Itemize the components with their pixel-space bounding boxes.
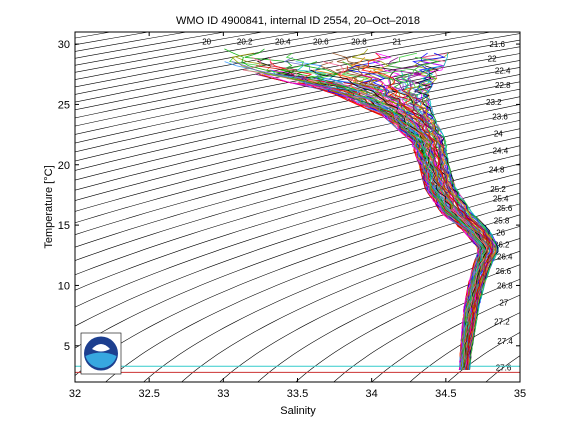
contour-label: 25.8 — [494, 216, 510, 225]
y-tick-label: 20 — [58, 160, 70, 172]
contour-label: 24.4 — [493, 146, 509, 155]
x-tick-label: 33 — [217, 388, 229, 400]
contour-label: 21 — [392, 38, 401, 47]
contour-label: 26 — [496, 228, 505, 237]
contour-label: 25.4 — [493, 195, 509, 204]
y-axis-label: Temperature [°C] — [43, 165, 55, 248]
contour-label: 22.4 — [495, 67, 511, 76]
contour-label: 25.6 — [497, 204, 513, 213]
contour-label: 26.4 — [497, 253, 513, 262]
contour-label: 24 — [494, 129, 503, 138]
y-tick-label: 30 — [58, 39, 70, 51]
contour-label: 26.8 — [497, 281, 513, 290]
contour-label: 27.6 — [496, 364, 512, 373]
chart-title: WMO ID 4900841, internal ID 2554, 20–Oct… — [176, 15, 420, 27]
x-tick-label: 35 — [514, 388, 526, 400]
y-tick-label: 25 — [58, 99, 70, 111]
contour-label: 22.8 — [495, 81, 511, 90]
contour-label: 20.6 — [313, 38, 329, 47]
contour-label: 23.2 — [486, 98, 502, 107]
x-tick-label: 33.5 — [287, 388, 308, 400]
contour-label: 20.2 — [237, 38, 253, 47]
x-tick-label: 32.5 — [138, 388, 159, 400]
contour-label: 25.2 — [490, 185, 506, 194]
contour-label: 20.4 — [275, 38, 291, 47]
x-tick-label: 34.5 — [435, 388, 456, 400]
contour-label: 22 — [488, 55, 497, 64]
contour-label: 27 — [499, 298, 508, 307]
contour-label: 27.2 — [494, 318, 510, 327]
contour-label: 20 — [202, 38, 211, 47]
contour-label: 20.8 — [351, 38, 367, 47]
contour-label: 27.4 — [497, 337, 513, 346]
contour-label: 21.6 — [489, 40, 505, 49]
noaa-logo: NOAA — [81, 333, 121, 374]
contour-label: 24.8 — [489, 166, 505, 175]
contour-label: 26.6 — [496, 267, 512, 276]
y-tick-label: 5 — [64, 341, 70, 353]
contour-label: 23.6 — [492, 113, 508, 122]
x-tick-label: 34 — [366, 388, 378, 400]
y-tick-label: 10 — [58, 280, 70, 292]
y-tick-label: 15 — [58, 220, 70, 232]
noaa-logo-text: NOAA — [94, 346, 109, 352]
x-tick-label: 32 — [69, 388, 81, 400]
x-axis-label: Salinity — [280, 405, 316, 417]
